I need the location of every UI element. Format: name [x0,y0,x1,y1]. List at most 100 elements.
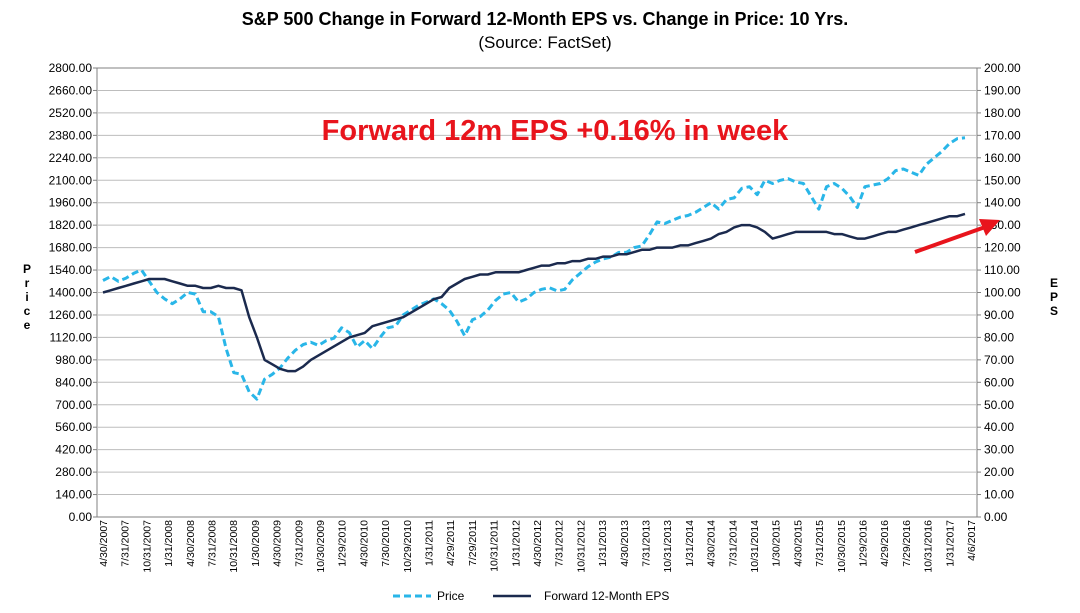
right-tick-label: 20.00 [984,465,1014,479]
x-tick-label: 7/31/2014 [727,520,739,567]
x-tick-label: 10/31/2007 [141,520,153,573]
right-tick-label: 100.00 [984,286,1021,300]
right-tick-label: 80.00 [984,330,1014,344]
x-tick-label: 1/30/2009 [250,520,262,567]
left-axis-label-char: r [25,276,30,290]
x-tick-label: 10/31/2013 [662,520,674,573]
left-axis-label-char: c [24,304,31,318]
right-tick-label: 180.00 [984,106,1021,120]
x-tick-label: 4/30/2012 [532,520,544,567]
right-tick-label: 140.00 [984,196,1021,210]
x-tick-label: 4/30/2008 [185,520,197,567]
right-tick-label: 60.00 [984,375,1014,389]
left-tick-label: 140.00 [55,488,92,502]
right-tick-label: 10.00 [984,488,1014,502]
x-tick-label: 7/31/2012 [554,520,566,567]
left-tick-label: 1820.00 [49,218,93,232]
x-tick-label: 10/31/2011 [489,520,501,572]
legend-label: Forward 12-Month EPS [544,589,669,603]
left-tick-label: 1120.00 [50,330,93,344]
right-axis-label: EPS [1050,276,1058,318]
left-tick-label: 840.00 [55,375,92,389]
annotation-text: Forward 12m EPS +0.16% in week [322,115,790,147]
x-tick-label: 10/31/2014 [749,520,761,573]
x-tick-label: 10/31/2012 [575,520,587,573]
x-tick-label: 1/31/2008 [163,520,175,567]
legend: Price Forward 12-Month EPS [393,589,669,603]
left-axis-label-char: P [23,262,31,276]
x-tick-label: 1/31/2012 [510,520,522,567]
left-tick-label: 560.00 [55,420,92,434]
series-layer [102,136,966,401]
left-tick-label: 2660.00 [49,83,93,97]
left-tick-label: 2100.00 [49,173,93,187]
right-tick-label: 150.00 [984,173,1021,187]
left-tick-label: 1260.00 [49,308,93,322]
left-axis-ticks: 0.00 140.00 280.00 420.00 560.00 700.00 840.00… [49,61,93,524]
x-tick-label: 7/30/2010 [380,520,392,567]
right-axis-ticks: 0.00 10.00 20.00 30.00 40.00 50.00 60.00 70.00 8… [984,61,1021,524]
right-tick-label: 30.00 [984,443,1014,457]
left-tick-label: 0.00 [69,510,93,524]
right-tick-label: 90.00 [984,308,1014,322]
x-tick-label: 1/31/2013 [597,520,609,567]
x-tick-label: 4/29/2016 [879,520,891,567]
x-tick-label: 10/29/2010 [402,520,414,573]
right-tick-label: 170.00 [984,128,1021,142]
left-tick-label: 2240.00 [49,151,93,165]
right-tick-label: 190.00 [984,83,1021,97]
x-tick-label: 10/30/2015 [836,520,848,573]
x-tick-label: 4/30/2007 [98,520,110,567]
left-tick-label: 1400.00 [49,286,93,300]
left-axis-label-char: i [25,290,28,304]
gridlines [93,67,981,518]
left-tick-label: 1540.00 [49,263,93,277]
x-tick-label: 1/31/2017 [944,520,956,567]
x-tick-label: 1/29/2010 [337,520,349,567]
x-tick-label: 4/30/2010 [358,520,370,567]
right-tick-label: 40.00 [984,420,1014,434]
right-axis-label-char: P [1050,290,1058,304]
left-tick-label: 280.00 [55,465,92,479]
x-tick-label: 10/31/2016 [923,520,935,573]
x-tick-label: 7/31/2008 [207,520,219,567]
x-tick-label: 4/30/2014 [706,520,718,567]
right-tick-label: 50.00 [984,398,1014,412]
left-axis-label: Price [23,262,31,332]
right-tick-label: 160.00 [984,151,1021,165]
series-line-price [102,136,966,401]
x-tick-label: 10/30/2009 [315,520,327,573]
x-tick-label: 4/30/2015 [792,520,804,567]
x-tick-label: 4/29/2011 [445,520,457,566]
x-tick-label: 7/31/2007 [120,520,132,567]
x-tick-label: 1/29/2016 [858,520,870,567]
left-tick-label: 1680.00 [49,241,93,255]
x-tick-label: 1/31/2014 [684,520,696,567]
annotation-arrow [914,219,1000,254]
left-tick-label: 2520.00 [49,106,93,120]
left-axis-label-char: e [24,318,31,332]
x-tick-label: 1/31/2011 [424,520,436,566]
x-tick-label: 4/6/2017 [966,520,978,561]
right-axis-label-char: E [1050,276,1058,290]
chart-title: S&P 500 Change in Forward 12-Month EPS v… [242,9,849,29]
x-tick-label: 4/30/2009 [272,520,284,567]
x-tick-label: 10/31/2008 [228,520,240,573]
left-tick-label: 1960.00 [49,196,93,210]
x-axis-ticks: 4/30/2007 7/31/2007 10/31/2007 1/31/2008 4/3… [98,520,978,573]
left-tick-label: 700.00 [55,398,92,412]
chart-subtitle: (Source: FactSet) [478,33,611,52]
x-tick-label: 7/31/2013 [641,520,653,567]
x-tick-label: 7/31/2015 [814,520,826,567]
left-tick-label: 980.00 [55,353,92,367]
right-tick-label: 70.00 [984,353,1014,367]
right-tick-label: 0.00 [984,510,1008,524]
x-tick-label: 7/29/2016 [901,520,913,567]
right-tick-label: 110.00 [984,263,1020,277]
series-line-eps [102,212,966,373]
right-tick-label: 120.00 [984,241,1021,255]
left-tick-label: 420.00 [55,443,92,457]
left-tick-label: 2800.00 [49,61,93,75]
right-axis-label-char: S [1050,304,1058,318]
